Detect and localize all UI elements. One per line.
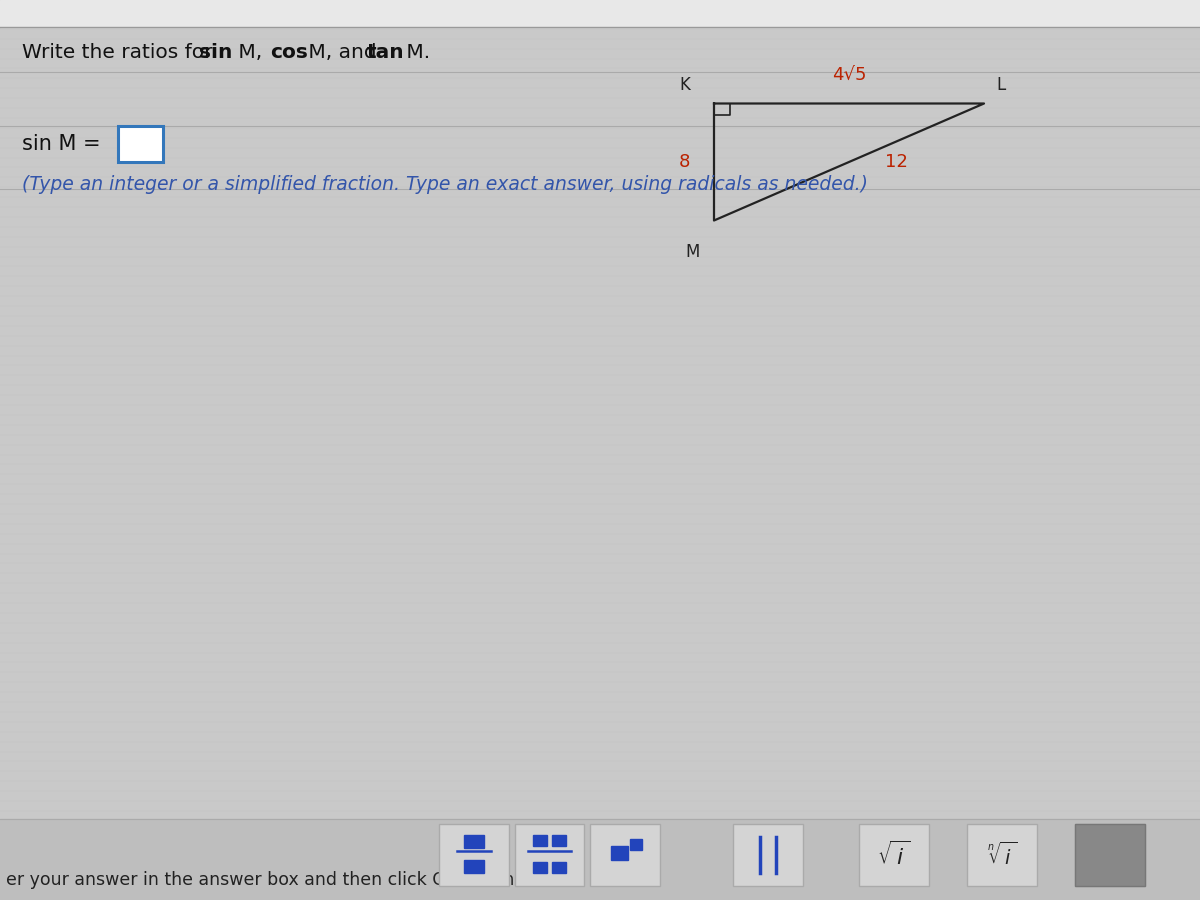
Bar [533,835,547,846]
Bar [590,824,660,886]
Bar [552,835,566,846]
Bar [0,0,1200,27]
Bar [464,860,484,873]
Text: M.: M. [400,42,430,62]
Bar [0,819,1200,900]
Text: er your answer in the answer box and then click Check Answer.: er your answer in the answer box and the… [6,871,559,889]
Bar [859,824,929,886]
Text: $\sqrt{\,i\,}$: $\sqrt{\,i\,}$ [877,841,911,869]
Bar [967,824,1037,886]
Bar [611,846,628,860]
Text: 4√5: 4√5 [832,66,866,84]
Bar [552,862,566,873]
Bar [464,835,484,848]
Text: sin: sin [199,42,233,62]
Text: tan: tan [367,42,404,62]
Text: (Type an integer or a simplified fraction. Type an exact answer, using radicals : (Type an integer or a simplified fractio… [22,176,868,194]
Text: sin M =: sin M = [22,134,101,154]
Bar [733,824,803,886]
Text: L: L [996,76,1006,94]
Text: M,: M, [232,42,269,62]
Bar [439,824,509,886]
Text: Write the ratios for: Write the ratios for [22,42,218,62]
Text: $\sqrt[n]{\,i\,}$: $\sqrt[n]{\,i\,}$ [986,842,1018,868]
Text: 12: 12 [886,153,908,171]
Bar [630,839,642,850]
Text: cos: cos [270,42,308,62]
Text: 8: 8 [678,153,690,171]
Text: K: K [679,76,690,94]
Bar [533,862,547,873]
Text: M, and: M, and [302,42,384,62]
Bar [118,126,163,162]
Bar [1075,824,1145,886]
Text: M: M [685,243,700,261]
Bar [1075,824,1145,886]
Bar [515,824,584,886]
